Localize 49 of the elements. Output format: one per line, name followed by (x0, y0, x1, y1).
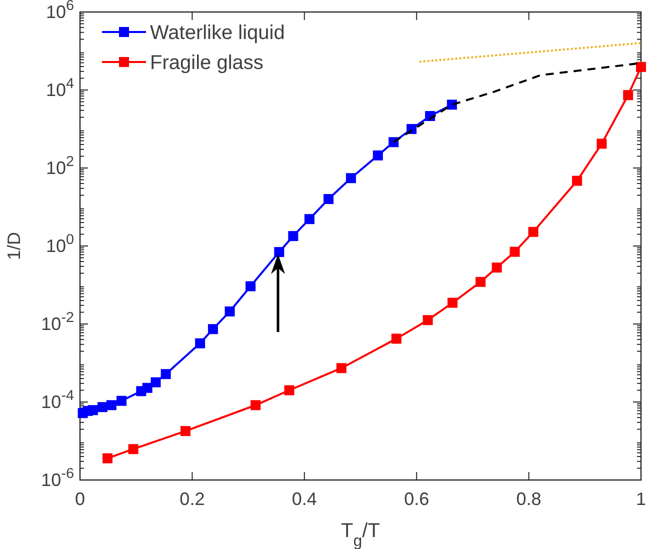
point (336, 363, 346, 374)
point (636, 62, 646, 72)
y-tick-label: 10$^{-6}$ (41, 466, 74, 490)
point (304, 214, 314, 224)
point (274, 247, 284, 258)
y-tick-label: 10$^{6}$ (46, 0, 74, 22)
x-tick-label: 0.6 (404, 488, 430, 509)
point (510, 246, 520, 257)
point (116, 396, 127, 406)
point (284, 385, 294, 396)
y-tick-label: 10$^{4}$ (46, 76, 74, 100)
point (346, 173, 356, 184)
point (142, 382, 152, 393)
point (623, 90, 634, 100)
point (572, 176, 582, 186)
x-tick-label: 0.4 (292, 488, 317, 509)
point (128, 444, 138, 454)
point (246, 281, 256, 292)
y-tick-label: 10$^{-2}$ (41, 310, 74, 334)
point (422, 315, 433, 326)
point (150, 377, 161, 388)
point (195, 338, 206, 348)
point (208, 324, 218, 334)
point (391, 334, 402, 344)
x-tick-label: 1 (636, 488, 646, 509)
x-tick-label: 0.8 (516, 488, 542, 509)
point (250, 400, 261, 410)
point (288, 231, 298, 242)
point (106, 400, 116, 410)
point (476, 276, 486, 287)
point (160, 369, 171, 380)
y-tick-label: 10$^{-4}$ (41, 388, 74, 412)
x-tick-label: 0 (74, 488, 86, 509)
point (596, 138, 607, 149)
point (492, 262, 502, 273)
point (372, 150, 383, 160)
legend-label: Waterlike liquid (150, 22, 285, 44)
y-axis-title: 1/D (4, 232, 24, 260)
point (224, 306, 235, 316)
x-axis-title: T$_{g}$/T (341, 520, 380, 549)
point (102, 453, 112, 464)
legend-label: Fragile glass (150, 52, 264, 74)
point (528, 226, 538, 237)
x-tick-label: 0.2 (180, 488, 205, 509)
y-tick-label: 10$^{0}$ (46, 232, 74, 256)
y-tick-label: 10$^{2}$ (46, 154, 74, 178)
point (324, 194, 334, 204)
point (180, 426, 190, 436)
point (448, 298, 458, 308)
